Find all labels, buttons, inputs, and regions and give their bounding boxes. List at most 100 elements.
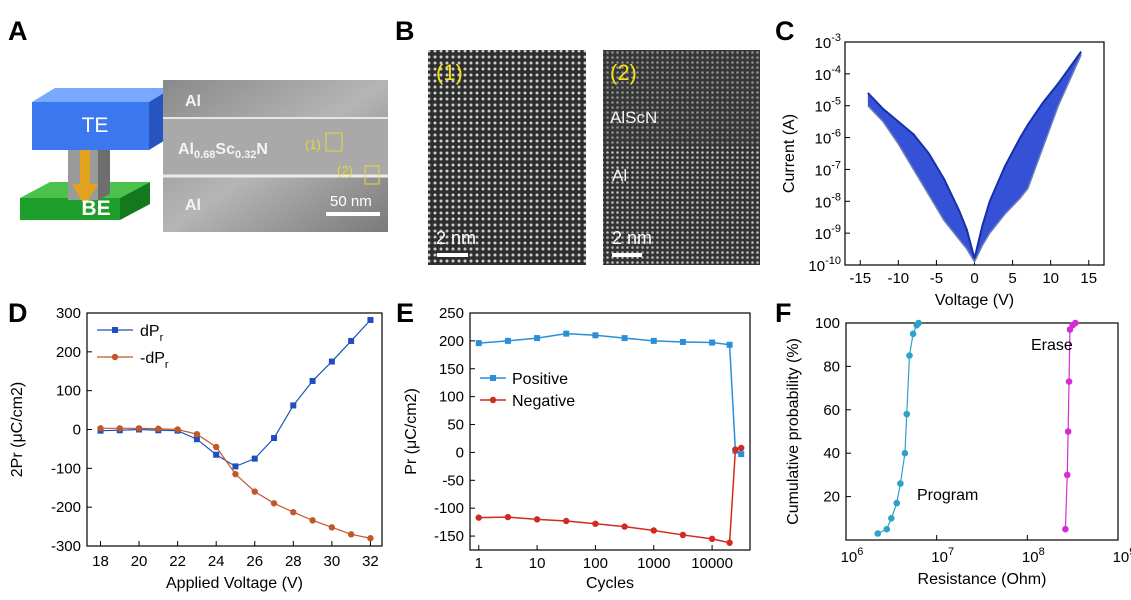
- data-point: [621, 523, 628, 530]
- y-tick-label: 10-10: [808, 255, 841, 275]
- data-point: [328, 524, 336, 531]
- y-tick-label: -300: [51, 538, 81, 555]
- x-tick-label: 106: [841, 546, 864, 566]
- data-point: [1062, 525, 1069, 533]
- y-tick-label: 10-5: [815, 96, 841, 116]
- y-tick-label: -150: [434, 528, 464, 545]
- x-tick-label: 28: [285, 553, 302, 570]
- y-tick-label: 250: [439, 305, 464, 322]
- legend-marker: [489, 396, 497, 404]
- data-point: [726, 341, 733, 348]
- data-point: [738, 444, 745, 452]
- chart-e: 1 10 100 1000 10000 -150 -100 -50 0 50 100 150 200 25…: [403, 305, 751, 592]
- x-tick-label: 18: [92, 553, 109, 570]
- data-point: [290, 509, 297, 516]
- data-point: [909, 330, 917, 338]
- hrtem-2-layer2: Al: [612, 166, 627, 185]
- y-tick-label: 10-9: [815, 223, 841, 243]
- y-tick-label: 200: [439, 333, 464, 350]
- y-tick-label: 60: [823, 402, 840, 419]
- data-point: [903, 410, 911, 418]
- data-point: [893, 499, 901, 507]
- annotation-erase: Erase: [1031, 337, 1073, 354]
- data-point: [621, 335, 628, 342]
- x-tick-label: 1000: [637, 555, 670, 572]
- data-point: [135, 425, 143, 432]
- data-point: [251, 455, 258, 462]
- chart-d: 18 20 22 24 26 28 30 32 -300 -200 -100 0 100 200 300 Ap…: [9, 305, 383, 592]
- y-axis-label: Current (A): [781, 114, 798, 193]
- legend-label: Positive: [512, 371, 568, 388]
- data-point: [901, 449, 909, 457]
- y-axis-label: 2Pr (μC/cm2): [9, 382, 26, 477]
- legend-marker: [111, 353, 119, 361]
- data-point: [726, 539, 733, 546]
- series-line: [478, 447, 742, 544]
- data-point: [709, 339, 716, 346]
- data-point: [309, 517, 316, 524]
- data-point: [897, 480, 904, 487]
- hrtem-image-2: (2) AlScN Al 2 nm: [603, 50, 760, 265]
- y-tick-label: 100: [439, 389, 464, 406]
- data-point: [874, 530, 882, 537]
- x-tick-label: -15: [849, 270, 871, 287]
- x-tick-label: 10: [529, 555, 546, 572]
- data-point: [475, 514, 482, 521]
- data-point: [504, 337, 511, 344]
- x-tick-label: 109: [1113, 546, 1131, 566]
- series-line: [100, 319, 371, 468]
- y-tick-label: 0: [73, 422, 81, 439]
- x-tick-label: 10: [1042, 270, 1059, 287]
- legend-marker: [490, 375, 496, 381]
- data-point: [1072, 319, 1079, 327]
- y-tick-label: 150: [439, 361, 464, 378]
- data-point: [290, 402, 297, 409]
- y-tick-label: 10-4: [815, 64, 841, 84]
- data-point: [883, 525, 891, 533]
- y-axis-label: Cumulative probability (%): [785, 338, 802, 525]
- y-tick-label: 10-8: [815, 191, 841, 211]
- y-tick-label: 200: [56, 344, 81, 361]
- x-tick-label: 32: [362, 553, 379, 570]
- data-point: [732, 446, 739, 453]
- panel-label-b: B: [395, 16, 415, 46]
- panel-label-f: F: [775, 298, 792, 328]
- y-tick-label: 300: [56, 305, 81, 322]
- panel-label-c: C: [775, 16, 795, 46]
- series-line: [478, 332, 742, 455]
- data-point: [888, 515, 895, 522]
- x-tick-label: 1: [475, 555, 483, 572]
- x-tick-label: 108: [1022, 546, 1045, 566]
- data-point: [533, 516, 541, 523]
- y-tick-label: 100: [56, 383, 81, 400]
- legend-label: dPr: [140, 323, 164, 344]
- top-electrode-label: TE: [82, 114, 109, 137]
- x-tick-label: -10: [887, 270, 909, 287]
- legend-label: -dPr: [140, 350, 169, 371]
- x-tick-label: 10000: [691, 555, 733, 572]
- iv-curve-upper: [867, 50, 1082, 259]
- data-point: [650, 337, 657, 344]
- panel-label-d: D: [8, 298, 28, 328]
- y-tick-label: -200: [51, 499, 81, 516]
- data-point: [1063, 471, 1071, 479]
- data-point: [116, 425, 123, 432]
- x-axis-label: Resistance (Ohm): [918, 571, 1047, 588]
- y-tick-label: 80: [823, 358, 840, 375]
- tem-layer-middle: Al0.68Sc0.32N: [178, 141, 268, 161]
- x-axis-label: Voltage (V): [935, 292, 1014, 309]
- x-tick-label: -5: [930, 270, 943, 287]
- y-axis-label: Pr (μC/cm2): [403, 388, 420, 475]
- data-point: [563, 330, 570, 337]
- tem-image-a: Al Al0.68Sc0.32N Al (1) (2) 50 nm: [163, 80, 388, 232]
- x-tick-label: 107: [931, 546, 954, 566]
- bottom-electrode-label: BE: [81, 197, 110, 220]
- data-point: [504, 513, 512, 521]
- x-tick-label: 15: [1080, 270, 1097, 287]
- tem-marker-1: (1): [305, 137, 321, 152]
- data-point: [534, 335, 541, 342]
- data-point: [563, 517, 570, 525]
- y-tick-label: 10-6: [815, 128, 841, 148]
- data-point: [251, 488, 258, 495]
